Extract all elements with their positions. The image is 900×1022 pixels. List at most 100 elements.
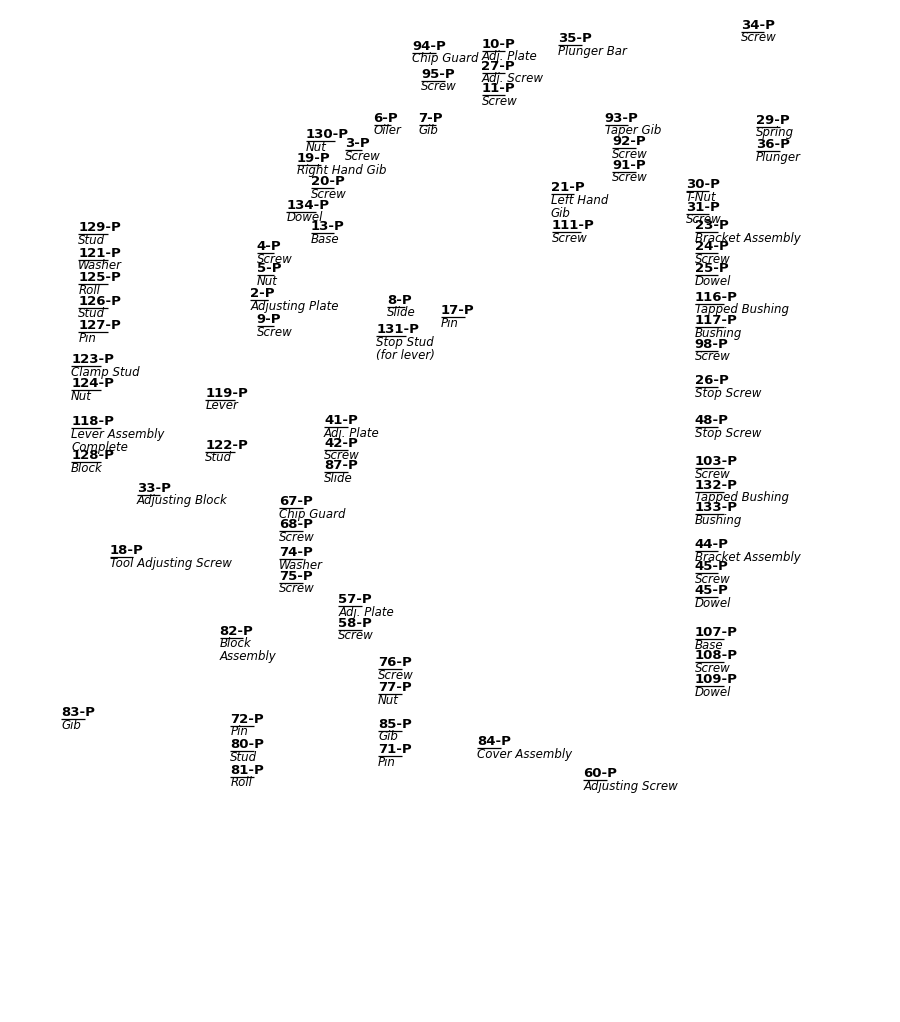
Text: Tool Adjusting Screw: Tool Adjusting Screw	[110, 557, 231, 569]
Text: Stud: Stud	[230, 751, 257, 763]
Text: 131-P: 131-P	[376, 323, 419, 336]
Text: 44-P: 44-P	[695, 538, 729, 551]
Text: 75-P: 75-P	[279, 569, 312, 583]
Text: 87-P: 87-P	[324, 459, 358, 472]
Text: 60-P: 60-P	[583, 766, 617, 780]
Text: Chip Guard: Chip Guard	[279, 508, 346, 520]
Text: 130-P: 130-P	[306, 128, 349, 141]
Text: 132-P: 132-P	[695, 478, 738, 492]
Text: Bracket Assembly: Bracket Assembly	[695, 232, 801, 244]
Text: Screw: Screw	[482, 95, 517, 107]
Text: 23-P: 23-P	[695, 219, 729, 232]
Text: Screw: Screw	[421, 81, 457, 93]
Text: 77-P: 77-P	[378, 681, 411, 694]
Text: 67-P: 67-P	[279, 495, 313, 508]
Text: Nut: Nut	[378, 694, 399, 706]
Text: Bracket Assembly: Bracket Assembly	[695, 551, 801, 563]
Text: 117-P: 117-P	[695, 314, 738, 327]
Text: Stud: Stud	[205, 452, 232, 464]
Text: 31-P: 31-P	[686, 200, 720, 214]
Text: Dowel: Dowel	[695, 686, 731, 698]
Text: Screw: Screw	[279, 583, 315, 595]
Text: Roll: Roll	[78, 284, 100, 296]
Text: 122-P: 122-P	[205, 438, 248, 452]
Text: Nut: Nut	[71, 390, 92, 403]
Text: 35-P: 35-P	[558, 33, 592, 46]
Text: 20-P: 20-P	[310, 175, 344, 188]
Text: 68-P: 68-P	[279, 518, 313, 531]
Text: Screw: Screw	[345, 150, 381, 162]
Text: Stop Stud: Stop Stud	[376, 336, 434, 349]
Text: 109-P: 109-P	[695, 672, 738, 686]
Text: Taper Gib: Taper Gib	[605, 125, 662, 137]
Text: Tapped Bushing: Tapped Bushing	[695, 492, 788, 504]
Text: Dowel: Dowel	[695, 597, 731, 609]
Text: Bushing: Bushing	[695, 514, 742, 526]
Text: 2-P: 2-P	[250, 287, 274, 300]
Text: 24-P: 24-P	[695, 240, 729, 253]
Text: Nut: Nut	[256, 275, 277, 287]
Text: Pin: Pin	[78, 332, 96, 344]
Text: Screw: Screw	[695, 662, 731, 675]
Text: 7-P: 7-P	[418, 111, 443, 125]
Text: Adj. Screw: Adj. Screw	[482, 73, 544, 85]
Text: Gib: Gib	[378, 731, 398, 743]
Text: 57-P: 57-P	[338, 593, 372, 606]
Text: Dowel: Dowel	[695, 275, 731, 287]
Text: 93-P: 93-P	[605, 111, 639, 125]
Text: 17-P: 17-P	[441, 304, 474, 317]
Text: Screw: Screw	[310, 188, 346, 200]
Text: Screw: Screw	[324, 450, 360, 462]
Text: Base: Base	[310, 233, 339, 245]
Text: Block: Block	[71, 462, 103, 474]
Text: 95-P: 95-P	[421, 67, 454, 81]
Text: Washer: Washer	[279, 559, 323, 571]
Text: 134-P: 134-P	[286, 198, 329, 212]
Text: Plunger Bar: Plunger Bar	[558, 45, 627, 58]
Text: Screw: Screw	[695, 468, 731, 480]
Text: 42-P: 42-P	[324, 436, 358, 450]
Text: 11-P: 11-P	[482, 82, 515, 95]
Text: 119-P: 119-P	[205, 386, 248, 400]
Text: 121-P: 121-P	[78, 246, 121, 260]
Text: 48-P: 48-P	[695, 414, 729, 427]
Text: Slide: Slide	[387, 307, 416, 319]
Text: 21-P: 21-P	[551, 181, 584, 194]
Text: (for lever): (for lever)	[376, 349, 435, 362]
Text: Screw: Screw	[279, 531, 315, 544]
Text: 25-P: 25-P	[695, 262, 728, 275]
Text: 85-P: 85-P	[378, 717, 412, 731]
Text: 5-P: 5-P	[256, 262, 281, 275]
Text: Spring: Spring	[756, 127, 794, 139]
Text: 94-P: 94-P	[412, 40, 446, 53]
Text: 82-P: 82-P	[220, 624, 254, 638]
Text: 18-P: 18-P	[110, 544, 144, 557]
Text: 133-P: 133-P	[695, 501, 738, 514]
Text: 4-P: 4-P	[256, 240, 281, 253]
Text: Adjusting Screw: Adjusting Screw	[583, 780, 678, 792]
Text: 58-P: 58-P	[338, 616, 373, 630]
Text: 10-P: 10-P	[482, 38, 515, 50]
Text: 27-P: 27-P	[482, 59, 515, 73]
Text: Screw: Screw	[695, 351, 731, 363]
Text: 128-P: 128-P	[71, 449, 114, 462]
Text: 36-P: 36-P	[756, 138, 790, 151]
Text: 26-P: 26-P	[695, 374, 729, 387]
Text: Screw: Screw	[612, 148, 648, 160]
Text: Lever Assembly: Lever Assembly	[71, 428, 165, 440]
Text: T-Nut: T-Nut	[686, 191, 716, 203]
Text: 84-P: 84-P	[477, 735, 511, 748]
Text: 34-P: 34-P	[741, 18, 775, 32]
Text: Left Hand: Left Hand	[551, 194, 608, 206]
Text: Slide: Slide	[324, 472, 353, 484]
Text: 72-P: 72-P	[230, 712, 264, 726]
Text: 126-P: 126-P	[78, 294, 122, 308]
Text: Screw: Screw	[378, 669, 414, 682]
Text: Stud: Stud	[78, 308, 105, 320]
Text: Cover Assembly: Cover Assembly	[477, 748, 572, 760]
Text: 125-P: 125-P	[78, 271, 121, 284]
Text: 118-P: 118-P	[71, 415, 114, 428]
Text: Screw: Screw	[741, 32, 777, 44]
Text: Stop Screw: Stop Screw	[695, 427, 761, 439]
Text: Washer: Washer	[78, 260, 122, 272]
